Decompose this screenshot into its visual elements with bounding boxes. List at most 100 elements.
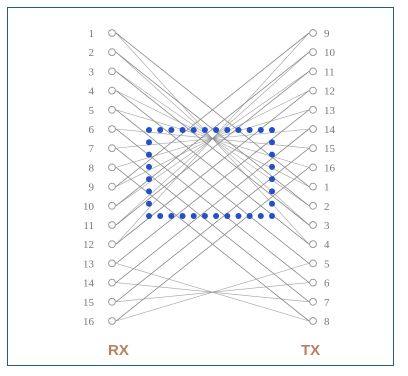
left-pin-label: 15 [83, 297, 95, 309]
right-pin-label: 8 [324, 316, 330, 328]
box-dot [235, 127, 242, 133]
left-pin-circle [108, 144, 116, 153]
box-dot [146, 139, 152, 146]
wire-direct [115, 167, 310, 322]
right-pin-circle [309, 144, 317, 153]
right-pin-circle [309, 240, 317, 249]
rx-label: RX [108, 342, 129, 359]
right-pin-circle [309, 297, 317, 306]
box-dot [269, 151, 275, 158]
left-pin-label: 8 [89, 162, 95, 174]
right-pin-circle [309, 317, 317, 325]
box-dot [146, 188, 152, 195]
box-dot [224, 127, 231, 133]
right-pin-label: 3 [324, 220, 330, 232]
right-pin-circle [309, 86, 317, 95]
box-dot [246, 213, 253, 219]
box-dot [224, 213, 231, 219]
right-pin-circle [309, 125, 317, 133]
right-pin-circle [309, 48, 317, 57]
right-pin-label: 14 [324, 124, 336, 136]
wire-direct [115, 128, 310, 283]
box-dot [235, 213, 242, 219]
left-pin-circle [108, 182, 116, 191]
right-pin-circle [309, 259, 317, 268]
right-pin-label: 2 [324, 201, 330, 213]
left-pin-label: 1 [89, 28, 95, 40]
left-pin-circle [108, 105, 116, 114]
left-pin-circle [108, 86, 116, 95]
box-dot [168, 127, 175, 133]
wires-group [115, 32, 310, 322]
right-pin-label: 7 [324, 297, 330, 309]
wire-cross [115, 32, 310, 245]
left-pin-circle [108, 125, 116, 133]
right-pin-label: 15 [324, 143, 336, 155]
right-pin-circle [309, 105, 317, 114]
left-pin-circle [108, 259, 116, 268]
box-dot [190, 213, 197, 219]
right-pin-label: 9 [324, 28, 330, 40]
left-pin-label: 10 [83, 201, 95, 213]
right-pin-label: 16 [324, 162, 336, 174]
left-pin-circle [108, 29, 116, 37]
box-dot [257, 213, 264, 219]
left-pin-label: 6 [89, 124, 95, 136]
wire-cross [115, 263, 310, 322]
left-pin-circle [108, 67, 116, 76]
tx-label: TX [301, 342, 320, 359]
right-pin-circle [309, 278, 317, 287]
box-dot [246, 127, 253, 133]
wire-direct [115, 147, 310, 303]
wire-direct [115, 32, 310, 187]
box-dot [146, 176, 152, 183]
left-pin-label: 16 [83, 316, 95, 328]
left-pin-label: 7 [89, 143, 95, 155]
box-dot [157, 127, 164, 133]
left-pin-label: 2 [89, 47, 95, 59]
right-pin-circle [309, 29, 317, 37]
box-dot [179, 127, 186, 133]
right-pin-label: 6 [324, 278, 330, 290]
box-dot [201, 127, 208, 133]
box-dot [269, 200, 275, 207]
left-pin-circle [108, 317, 116, 325]
wire-direct [115, 71, 310, 226]
left-pin-circle [108, 48, 116, 57]
left-pin-label: 4 [89, 86, 95, 98]
box-dot [146, 213, 152, 219]
diagram-frame [7, 7, 394, 366]
left-pin-circle [108, 297, 116, 306]
left-pin-label: 12 [83, 239, 94, 251]
right-pin-circle [309, 67, 317, 76]
right-pin-label: 5 [324, 258, 330, 270]
box-dot [269, 188, 275, 195]
left-pin-label: 9 [89, 182, 95, 194]
box-dot [213, 127, 220, 133]
wire-direct [115, 109, 310, 264]
left-pin-label: 13 [83, 258, 95, 270]
right-pin-circle [309, 201, 317, 210]
left-pin-circle [108, 278, 116, 287]
box-dot [269, 176, 275, 183]
left-pin-circle [108, 221, 116, 229]
box-dot [190, 127, 197, 133]
box-dot [213, 213, 220, 219]
box-dot [146, 200, 152, 207]
box-dot [146, 127, 152, 133]
left-pin-label: 14 [83, 278, 95, 290]
box-dot [179, 213, 186, 219]
box-dot [146, 163, 152, 170]
left-pin-label: 5 [89, 105, 95, 117]
right-pin-label: 13 [324, 105, 336, 117]
right-pin-label: 1 [324, 182, 330, 194]
box-dot [168, 213, 175, 219]
right-pin-circle [309, 163, 317, 172]
box-dot [269, 127, 275, 133]
right-pin-label: 11 [324, 66, 335, 78]
right-pin-label: 12 [324, 86, 335, 98]
dotted-box-group [146, 127, 275, 219]
box-dot [201, 213, 208, 219]
